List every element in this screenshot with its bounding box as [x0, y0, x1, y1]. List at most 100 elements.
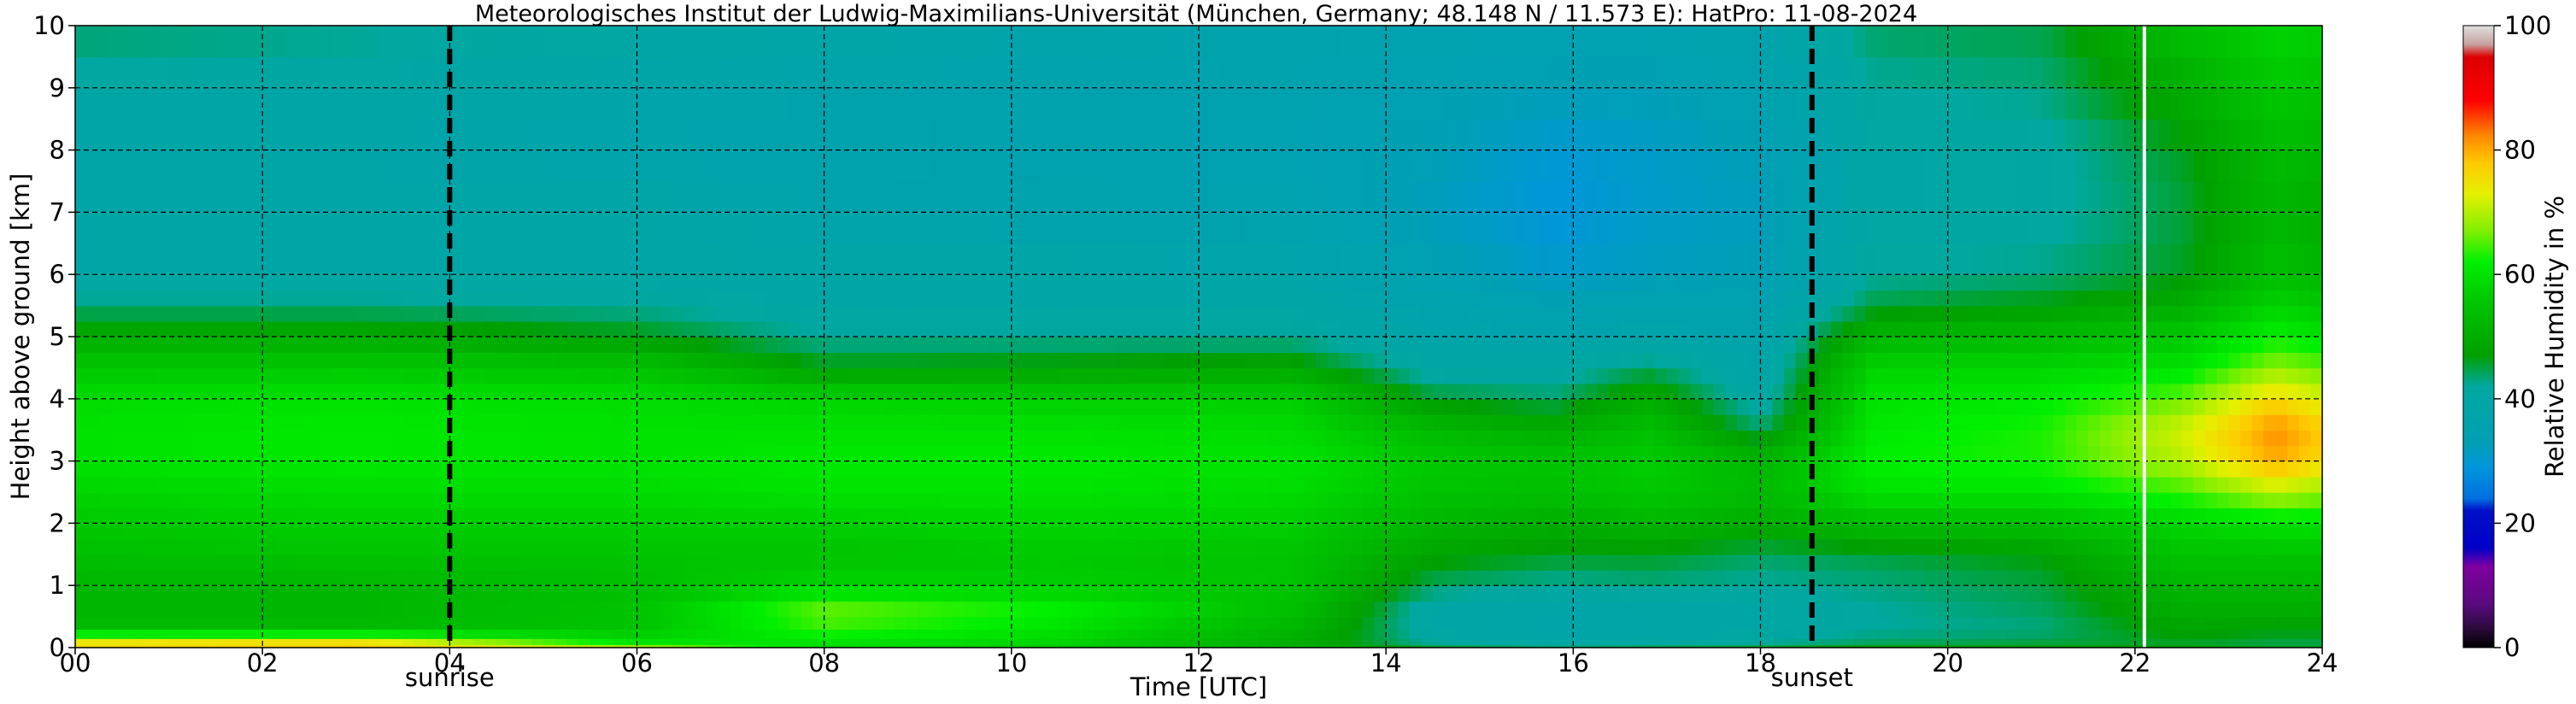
heatmap-cell	[1315, 538, 1329, 555]
heatmap-cell	[1655, 150, 1668, 182]
heatmap-cell	[1163, 507, 1177, 525]
heatmap-cell	[1386, 119, 1399, 151]
heatmap-cell	[1175, 492, 1188, 508]
heatmap-cell	[1432, 119, 1446, 151]
heatmap-cell	[496, 461, 509, 478]
heatmap-cell	[110, 367, 123, 384]
heatmap-cell	[707, 638, 720, 646]
heatmap-cell	[1573, 601, 1586, 618]
heatmap-cell	[1772, 570, 1785, 586]
heatmap-cell	[133, 507, 146, 525]
heatmap-cell	[86, 320, 100, 337]
heatmap-cell	[1620, 56, 1633, 89]
heatmap-cell	[1643, 181, 1657, 214]
heatmap-cell	[754, 352, 766, 369]
heatmap-cell	[648, 337, 661, 353]
heatmap-cell	[1678, 305, 1692, 322]
heatmap-cell	[789, 212, 802, 244]
heatmap-cell	[531, 629, 544, 639]
heatmap-cell	[1421, 523, 1434, 540]
heatmap-cell	[1152, 383, 1165, 400]
heatmap-cell	[273, 290, 287, 307]
heatmap-cell	[203, 601, 217, 618]
heatmap-cell	[1491, 629, 1504, 639]
heatmap-cell	[1713, 616, 1727, 630]
heatmap-cell	[285, 523, 299, 540]
heatmap-cell	[1070, 430, 1083, 447]
heatmap-cell	[449, 383, 462, 400]
heatmap-cell	[1187, 644, 1200, 648]
heatmap-cell	[1608, 150, 1621, 182]
heatmap-cell	[1222, 554, 1235, 571]
heatmap-cell	[941, 367, 954, 384]
heatmap-cell	[98, 492, 111, 508]
heatmap-cell	[1655, 274, 1668, 291]
heatmap-cell	[379, 290, 392, 307]
heatmap-cell	[929, 320, 942, 337]
heatmap-cell	[133, 585, 146, 602]
heatmap-cell	[1526, 538, 1540, 555]
heatmap-cell	[1549, 290, 1563, 307]
heatmap-cell	[1549, 337, 1563, 353]
heatmap-cell	[1386, 56, 1399, 89]
heatmap-cell	[1082, 212, 1094, 244]
heatmap-cell	[379, 87, 392, 120]
heatmap-cell	[98, 337, 111, 353]
heatmap-cell	[1315, 274, 1329, 291]
heatmap-cell	[1737, 538, 1750, 555]
heatmap-cell	[1549, 367, 1563, 384]
heatmap-cell	[1374, 430, 1387, 447]
heatmap-cell	[273, 538, 287, 555]
heatmap-cell	[273, 119, 287, 151]
heatmap-cell	[1140, 570, 1153, 586]
heatmap-cell	[707, 476, 720, 493]
heatmap-cell	[461, 554, 474, 571]
heatmap-cell	[1608, 290, 1621, 307]
heatmap-cell	[1128, 26, 1141, 58]
heatmap-cell	[1725, 629, 1738, 639]
heatmap-cell	[1269, 320, 1282, 337]
heatmap-cell	[367, 585, 380, 602]
heatmap-cell	[1713, 150, 1727, 182]
heatmap-cell	[1737, 507, 1750, 525]
heatmap-cell	[1573, 150, 1586, 182]
heatmap-cell	[496, 507, 509, 525]
heatmap-cell	[1234, 352, 1247, 369]
heatmap-cell	[742, 570, 755, 586]
heatmap-cell	[1327, 243, 1341, 275]
heatmap-cell	[414, 523, 427, 540]
heatmap-cell	[1046, 644, 1059, 648]
heatmap-cell	[1023, 320, 1036, 337]
heatmap-cell	[871, 320, 883, 337]
heatmap-cell	[1655, 430, 1668, 447]
heatmap-cell	[110, 638, 123, 646]
heatmap-cell	[859, 538, 872, 555]
heatmap-cell	[789, 445, 802, 462]
heatmap-cell	[1105, 119, 1118, 151]
heatmap-cell	[250, 181, 263, 214]
heatmap-cell	[1351, 492, 1364, 508]
heatmap-cell	[918, 305, 930, 322]
heatmap-cell	[543, 337, 556, 353]
heatmap-cell	[859, 414, 872, 431]
heatmap-cell	[660, 398, 673, 415]
heatmap-cell	[98, 445, 111, 462]
heatmap-cell	[1432, 290, 1446, 307]
heatmap-cell	[695, 644, 708, 648]
heatmap-cell	[648, 290, 661, 307]
heatmap-cell	[1748, 305, 1762, 322]
heatmap-cell	[1105, 290, 1118, 307]
heatmap-cell	[1631, 461, 1645, 478]
heatmap-cell	[1421, 492, 1434, 508]
heatmap-cell	[918, 523, 930, 540]
heatmap-cell	[731, 212, 743, 244]
heatmap-cell	[1596, 243, 1610, 275]
heatmap-cell	[98, 585, 111, 602]
heatmap-cell	[1339, 243, 1352, 275]
heatmap-cell	[1737, 212, 1750, 244]
heatmap-cell	[1468, 476, 1481, 493]
heatmap-cell	[1655, 507, 1668, 525]
heatmap-cell	[1000, 398, 1012, 415]
heatmap-cell	[121, 398, 135, 415]
heatmap-cell	[766, 274, 778, 291]
